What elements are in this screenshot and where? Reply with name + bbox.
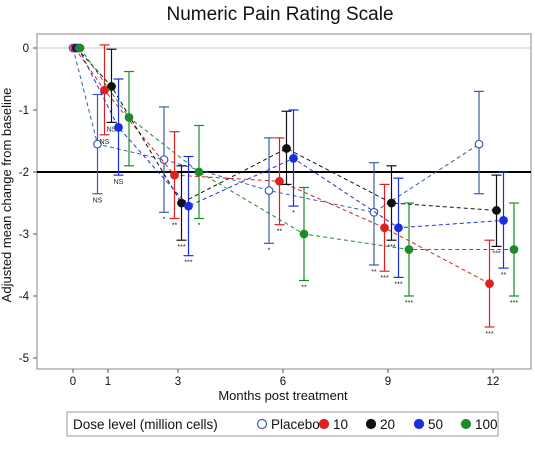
legend-marker [256, 418, 268, 430]
y-tick-label: -1 [19, 105, 29, 117]
x-tick-label: 3 [175, 376, 181, 388]
legend-item-20: 20 [365, 417, 395, 432]
data-point [380, 223, 389, 233]
legend-marker [318, 418, 330, 430]
significance-label: ** [277, 229, 283, 236]
significance-label: *** [405, 300, 413, 307]
legend-label: 20 [380, 417, 395, 432]
data-point [289, 153, 298, 163]
legend-label: Placebo [271, 417, 320, 432]
data-point [299, 229, 309, 239]
series-50: NS********* [73, 43, 509, 288]
series-10: NS********** [70, 43, 495, 338]
significance-label: *** [380, 275, 388, 282]
x-tick-label: 6 [280, 376, 286, 388]
y-axis-label: Adjusted mean change from baseline [0, 88, 14, 303]
data-point [107, 82, 116, 91]
significance-label: * [198, 223, 201, 230]
y-tick-label: -3 [19, 229, 29, 241]
legend-item-10: 10 [318, 417, 348, 432]
x-tick-label: 1 [105, 376, 111, 388]
plot-frame [36, 33, 532, 370]
data-point [264, 186, 274, 196]
data-point [485, 279, 494, 289]
data-point [159, 155, 169, 165]
data-point [509, 245, 519, 254]
data-point [387, 198, 396, 208]
legend-item-50: 50 [413, 417, 443, 432]
significance-label: NS [93, 198, 103, 205]
data-point [75, 43, 85, 53]
legend-marker [460, 418, 472, 430]
legend-marker [365, 418, 377, 430]
y-tick-label: -2 [19, 167, 29, 179]
legend-label: 10 [333, 417, 348, 432]
reference-lines [37, 47, 531, 173]
legend-label: 50 [428, 417, 443, 432]
significance-label: * [292, 210, 295, 217]
data-point [184, 201, 193, 211]
significance-label: *** [177, 244, 185, 251]
data-point [100, 85, 109, 95]
significance-label: *** [510, 300, 518, 307]
y-tick-label: 0 [23, 43, 29, 55]
legend-item-placebo: Placebo [256, 417, 320, 432]
significance-label: * [268, 247, 271, 254]
data-point [124, 113, 134, 122]
data-point [170, 170, 179, 180]
significance-label: *** [184, 260, 192, 267]
legend-item-100: 100 [460, 417, 498, 432]
significance-label: ** [301, 285, 307, 292]
axes: 0 -1 -2 -3 -4 -5 0 1 3 6 9 12 [19, 43, 500, 388]
x-tick-label: 9 [385, 376, 391, 388]
significance-label: * [163, 216, 166, 223]
significance-label: *** [387, 244, 395, 251]
data-point [93, 139, 102, 149]
data-point [404, 245, 414, 254]
series-line [74, 47, 490, 285]
significance-label: *** [485, 331, 493, 338]
data-point [394, 223, 403, 233]
data-point [474, 139, 484, 149]
significance-label: *** [394, 281, 402, 288]
significance-label: ** [371, 269, 377, 276]
x-tick-label: 0 [70, 376, 76, 388]
data-point [275, 176, 284, 186]
data-point [499, 215, 508, 225]
significance-label: ** [501, 272, 507, 279]
significance-label: NS [100, 139, 110, 146]
significance-label: NS [114, 179, 124, 186]
legend-marker [413, 418, 425, 430]
chart-title: Numeric Pain Rating Scale [166, 4, 393, 25]
data-point [492, 206, 501, 215]
series-20: NS*** ****** [72, 43, 502, 257]
y-tick-label: -4 [19, 291, 30, 303]
significance-label: NS [107, 126, 117, 133]
series-line [79, 47, 514, 250]
series-line [72, 47, 480, 213]
legend-items: Placebo 10 20 50 100 [256, 417, 498, 432]
y-tick-label: -5 [19, 353, 29, 365]
data-point [369, 207, 379, 217]
legend-label: 100 [475, 417, 498, 432]
significance-label: *** [492, 250, 500, 257]
x-tick-label: 12 [487, 376, 500, 388]
data-point [282, 144, 291, 153]
legend-title: Dose level (million cells) [73, 417, 218, 432]
data-point [194, 167, 204, 177]
data-point [114, 122, 123, 132]
legend-box [66, 411, 499, 437]
series-100: ****** *** [75, 43, 519, 307]
series-placebo: NS**** [68, 43, 484, 276]
significance-label: ** [172, 223, 178, 230]
x-axis-label: Months post treatment [218, 388, 348, 403]
series-line [77, 47, 504, 229]
series-layer: NS****NS**********NS*** ******NS*********… [68, 43, 519, 338]
